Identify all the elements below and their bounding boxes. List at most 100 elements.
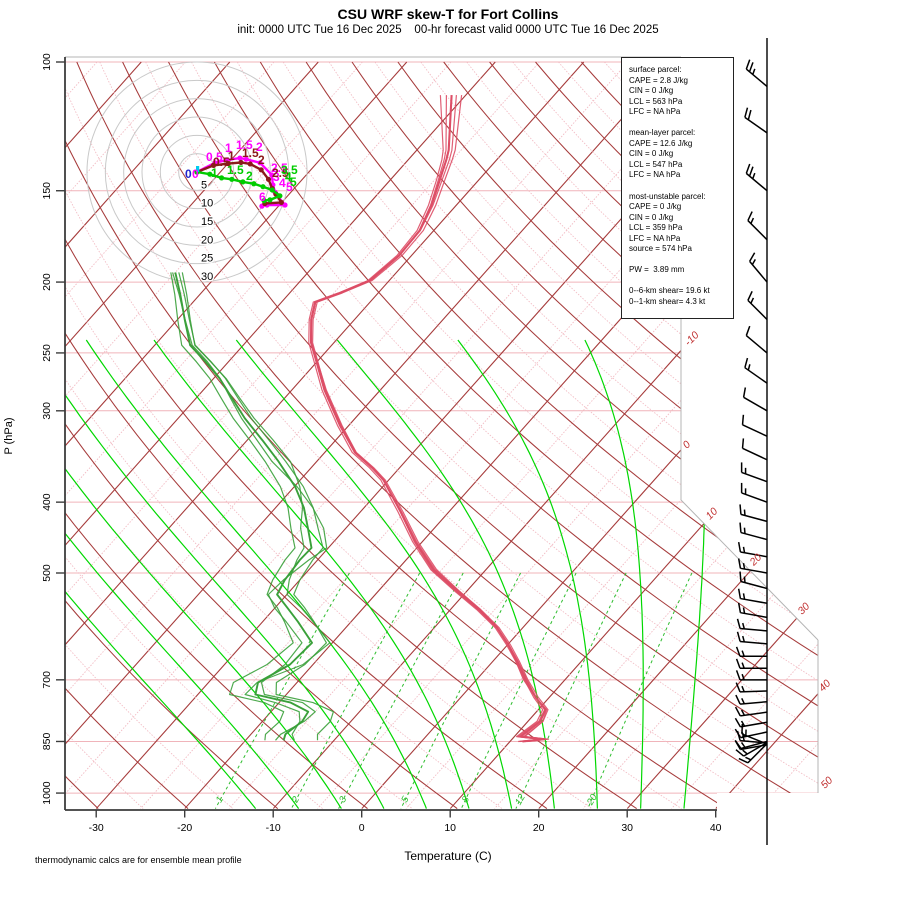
parcel-info-box: surface parcel: CAPE = 2.8 J/kg CIN = 0 J/… [621, 57, 734, 319]
parcel-info-line: surface parcel: [629, 65, 682, 74]
pressure-tick-label: 400 [41, 493, 53, 511]
hodograph-height-label: 1.5 [242, 146, 259, 160]
hodograph-height-label: 2 [258, 153, 265, 167]
isotherm-edge-label: 30 [796, 600, 813, 617]
mixing-ratio-label: 1 [214, 795, 226, 805]
temperature-profile [312, 95, 550, 743]
hodograph-ring-label: 25 [201, 253, 213, 265]
parcel-info-line: CAPE = 2.8 J/kg [629, 75, 688, 85]
parcel-info-line: source = 574 hPa [629, 244, 692, 254]
hodograph-height-label: 1 [228, 149, 235, 163]
hodograph-height-label: 2.5 [271, 161, 288, 175]
parcel-info-line: CAPE = 0 J/kg [629, 202, 682, 212]
mixing-ratio-label: 2 [289, 794, 302, 806]
parcel-info-line: 0--1-km shear= 4.3 kt [629, 297, 706, 307]
isotherm-edge-label: 10 [704, 505, 721, 522]
hodograph-height-label: 5 [286, 180, 293, 194]
hodograph-height-label: 2.5 [272, 166, 289, 180]
hodograph-height-label: 0.5 [206, 150, 223, 164]
hodograph-ring-label: 5 [201, 179, 207, 191]
temperature-tick-label: -30 [89, 822, 104, 834]
temperature-profile [310, 95, 546, 743]
hodograph-ring-label: 30 [201, 271, 213, 283]
parcel-info-line: LCL = 563 hPa [629, 96, 683, 106]
parcel-info-line [629, 118, 733, 129]
hodograph-height-label: 1.5 [236, 138, 253, 152]
sounding-profiles [170, 95, 550, 743]
hodograph-height-label: 1 [225, 141, 232, 155]
hodograph-ring-label: 10 [201, 198, 213, 210]
hodograph-height-label: 2 [256, 140, 263, 154]
isotherm-edge-label: 0 [681, 438, 694, 451]
parcel-info-line: most-unstable parcel: [629, 191, 706, 201]
hodograph-height-label: 0 [185, 167, 192, 181]
temperature-tick-label: 0 [359, 822, 365, 834]
pressure-tick-label: 500 [41, 564, 53, 582]
hodograph-ring-label: 15 [201, 216, 213, 228]
parcel-info-line [629, 255, 733, 266]
pressure-tick-label: 850 [41, 733, 53, 751]
dewpoint-profile [181, 272, 331, 741]
isotherm-edge-label: 40 [817, 677, 834, 694]
dewpoint-profile [170, 272, 296, 741]
pressure-tick-label: 100 [41, 53, 53, 71]
temperature-tick-label: -20 [177, 822, 192, 834]
hodograph-ring-label: 20 [201, 234, 213, 246]
page-title: CSU WRF skew-T for Fort Collins [337, 6, 559, 22]
temperature-profile [308, 95, 544, 743]
parcel-info-line: mean-layer parcel: [629, 128, 696, 138]
temperature-tick-label: 10 [444, 822, 456, 834]
page-subtitle: init: 0000 UTC Tue 16 Dec 2025 00-hr for… [237, 24, 659, 36]
temperature-tick-label: -10 [266, 822, 281, 834]
hodograph-height-label: 4 [279, 176, 286, 190]
parcel-info-line [629, 276, 733, 287]
temperature-tick-label: 40 [710, 822, 722, 834]
isotherm-edge-label: -10 [682, 329, 701, 348]
temperature-axis-label: Temperature (C) [404, 849, 492, 863]
parcel-info-line: LFC = NA hPa [629, 233, 681, 243]
pressure-tick-label: 1000 [41, 781, 53, 805]
pressure-tick-label: 150 [41, 182, 53, 200]
pressure-tick-label: 700 [41, 671, 53, 689]
hodograph-height-label: 3 [273, 170, 280, 184]
mixing-ratio-label: 5 [399, 794, 412, 805]
parcel-info-line: LCL = 547 hPa [629, 159, 683, 169]
parcel-info-line: CIN = 0 J/kg [629, 212, 674, 222]
hodograph-height-label: 6 [259, 190, 266, 204]
parcel-info-line: 0--6-km shear= 19.6 kt [629, 286, 710, 296]
hodograph-height-label: 0 [192, 167, 199, 181]
parcel-info-line: CIN = 0 J/kg [629, 86, 674, 96]
hodograph-height-label: 5 [290, 175, 297, 189]
dewpoint-profile [172, 272, 328, 741]
temperature-tick-label: 20 [533, 822, 545, 834]
pressure-tick-label: 250 [41, 344, 53, 362]
hodograph-height-label: 1.5 [227, 163, 244, 177]
temperature-profile [310, 95, 549, 743]
parcel-info-line: CAPE = 12.6 J/kg [629, 138, 693, 148]
footer-note: thermodynamic calcs are for ensemble mea… [35, 855, 242, 865]
pressure-tick-label: 300 [41, 402, 53, 420]
hodograph-height-label: 2 [246, 169, 253, 183]
wind-barb-column [734, 38, 768, 845]
hodograph-height-label: 4 [285, 170, 292, 184]
parcel-info-line: LCL = 359 hPa [629, 223, 683, 233]
pressure-axis-label: P (hPa) [3, 417, 15, 455]
mixing-ratio-label: 8 [460, 794, 473, 805]
isotherm-edge-label: 50 [819, 774, 836, 791]
hodograph-height-label: 0.5 [213, 155, 230, 169]
parcel-info-line: CIN = 0 J/kg [629, 149, 674, 159]
dewpoint-profile [174, 272, 313, 741]
parcel-info-line: LFC = NA hPa [629, 107, 681, 117]
mixing-ratio-label: 3 [337, 794, 350, 805]
hodograph-height-label: 1 [211, 166, 218, 180]
parcel-info-line: LFC = NA hPa [629, 170, 681, 180]
parcel-info-line [629, 181, 733, 192]
pressure-tick-label: 200 [41, 273, 53, 291]
temperature-tick-label: 30 [621, 822, 633, 834]
hodograph-height-label: 3.5 [281, 163, 298, 177]
parcel-info-line: PW = 3.89 mm [629, 265, 685, 275]
